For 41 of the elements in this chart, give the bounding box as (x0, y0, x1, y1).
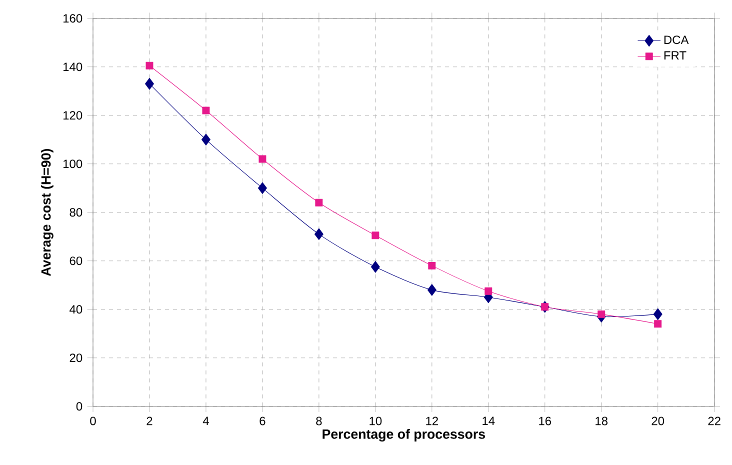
x-tick-label: 6 (260, 416, 266, 426)
y-tick-label: 40 (70, 305, 82, 314)
y-tick-label: 140 (63, 62, 82, 72)
y-tick-label: 60 (70, 256, 82, 266)
x-tick-label: 8 (316, 416, 322, 426)
y-tick-label: 120 (63, 111, 82, 120)
x-tick-label: 14 (482, 416, 495, 425)
point (428, 262, 436, 270)
point (146, 62, 154, 70)
x-tick-label: 4 (202, 416, 209, 425)
x-tick-label: 10 (370, 416, 382, 426)
x-tick-label: 18 (596, 416, 608, 426)
point (202, 106, 210, 114)
x-tick-label: 12 (426, 416, 438, 426)
point (258, 155, 266, 163)
x-tick-label: 22 (708, 416, 720, 426)
y-tick-label: 80 (70, 208, 82, 217)
point (654, 320, 662, 328)
x-tick-label: 16 (539, 416, 552, 426)
y-tick-label: 20 (70, 354, 82, 362)
point (258, 182, 267, 194)
point (598, 310, 606, 318)
point (372, 232, 380, 240)
point (315, 198, 323, 206)
point (484, 287, 492, 295)
point (653, 308, 662, 320)
point (370, 261, 380, 273)
x-tick-label: 20 (652, 416, 664, 426)
x-axis-title: Percentage of processors (322, 429, 485, 442)
legend-label: DCA (664, 36, 689, 44)
x-tick-label: 2 (146, 416, 152, 426)
y-tick-label: 0 (76, 402, 82, 411)
y-tick-label: 100 (63, 160, 82, 168)
x-tick-label: 0 (90, 416, 96, 426)
point (145, 78, 154, 90)
point (314, 228, 324, 240)
point (427, 284, 436, 296)
y-axis-title: Average cost (H=90) (40, 148, 54, 276)
point (202, 134, 210, 146)
y-tick-label: 160 (63, 14, 82, 23)
legend-label: FRT (664, 51, 686, 60)
